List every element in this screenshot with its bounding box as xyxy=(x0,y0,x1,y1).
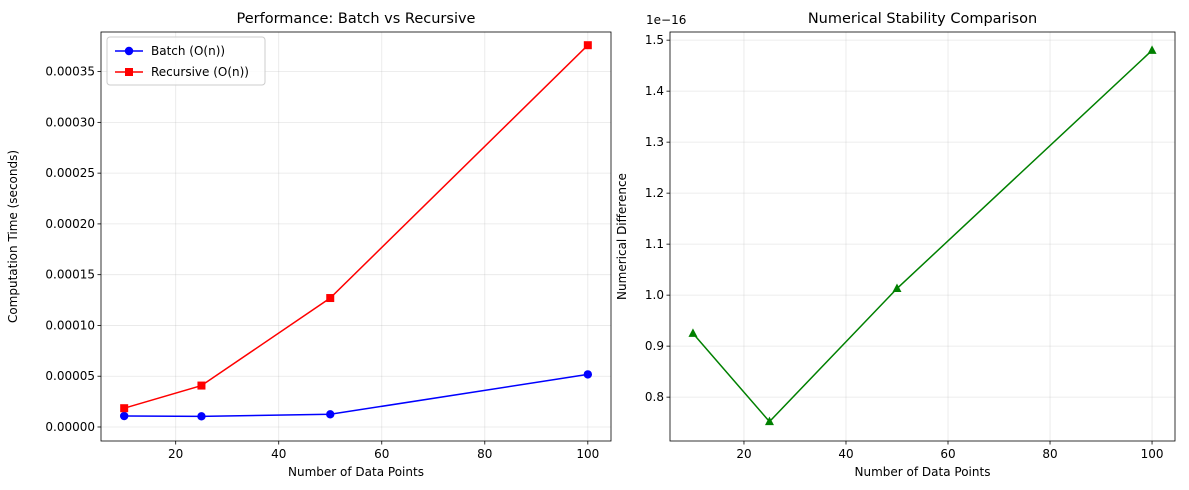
data-point xyxy=(326,294,335,303)
x-axis-label: Number of Data Points xyxy=(855,465,991,479)
data-point xyxy=(892,283,902,293)
legend: Batch (O(n)) Recursive (O(n)) xyxy=(106,36,266,86)
y-axis-label: Numerical Difference xyxy=(615,173,629,300)
x-tick-label: 80 xyxy=(477,447,492,461)
legend-frame xyxy=(106,36,266,86)
y-tick-label: 0.00000 xyxy=(45,420,95,434)
y-tick-label: 1.0 xyxy=(645,288,664,302)
x-tick-label: 60 xyxy=(374,447,389,461)
y-axis-offset-text: 1e−16 xyxy=(646,13,686,27)
y-tick-label: 1.4 xyxy=(645,84,664,98)
x-tick-label: 40 xyxy=(271,447,286,461)
y-tick-label: 1.5 xyxy=(645,33,664,47)
data-point xyxy=(1147,45,1157,54)
y-tick-label: 1.1 xyxy=(645,237,664,251)
data-point xyxy=(197,381,206,390)
series-line xyxy=(124,373,588,418)
x-tick-label: 100 xyxy=(1141,447,1164,461)
x-tick-label: 100 xyxy=(576,447,599,461)
y-tick-label: 0.00025 xyxy=(45,166,95,180)
y-tick-label: 0.8 xyxy=(645,390,664,404)
y-tick-label: 1.2 xyxy=(645,186,664,200)
data-point xyxy=(688,328,698,337)
y-axis-label: Computation Time (seconds) xyxy=(6,150,20,323)
data-point xyxy=(197,412,206,421)
data-point xyxy=(120,404,129,413)
plot-frame xyxy=(669,31,1176,442)
legend-marker xyxy=(125,68,133,76)
data-point xyxy=(583,41,592,50)
plot-frame xyxy=(100,31,612,442)
y-tick-label: 0.00015 xyxy=(45,268,95,282)
series-line xyxy=(692,49,1153,423)
x-tick-label: 60 xyxy=(940,447,955,461)
stability-chart: 20 40 60 80 100 0.8 0.9 1.0 1.1 1.2 1.3 1.4 1.5 Numer… xyxy=(615,11,1176,479)
y-tick-label: 0.00020 xyxy=(45,217,95,231)
y-tick-label: 0.00035 xyxy=(45,65,95,79)
performance-chart: 20 40 60 80 100 0.00000 0.00005 0.00010 0.00015 0… xyxy=(6,11,612,479)
y-tick-label: 0.00005 xyxy=(45,369,95,383)
data-point xyxy=(119,411,129,421)
x-tick-label: 80 xyxy=(1042,447,1057,461)
data-point xyxy=(583,370,593,379)
y-tick-label: 0.00030 xyxy=(45,115,95,129)
y-tick-label: 1.3 xyxy=(645,135,664,149)
x-tick-label: 20 xyxy=(736,447,751,461)
chart-title: Performance: Batch vs Recursive xyxy=(237,11,476,27)
data-point xyxy=(326,410,335,419)
y-tick-label: 0.9 xyxy=(645,339,664,353)
x-axis-label: Number of Data Points xyxy=(288,465,424,479)
x-tick-label: 20 xyxy=(168,447,183,461)
chart-title: Numerical Stability Comparison xyxy=(808,11,1037,27)
legend-label: Batch (O(n)) xyxy=(151,44,225,58)
data-point xyxy=(764,416,774,426)
legend-label: Recursive (O(n)) xyxy=(151,65,249,79)
y-tick-label: 0.00010 xyxy=(45,318,95,332)
series-line xyxy=(123,44,589,409)
legend-marker xyxy=(124,46,134,56)
x-tick-label: 40 xyxy=(838,447,853,461)
